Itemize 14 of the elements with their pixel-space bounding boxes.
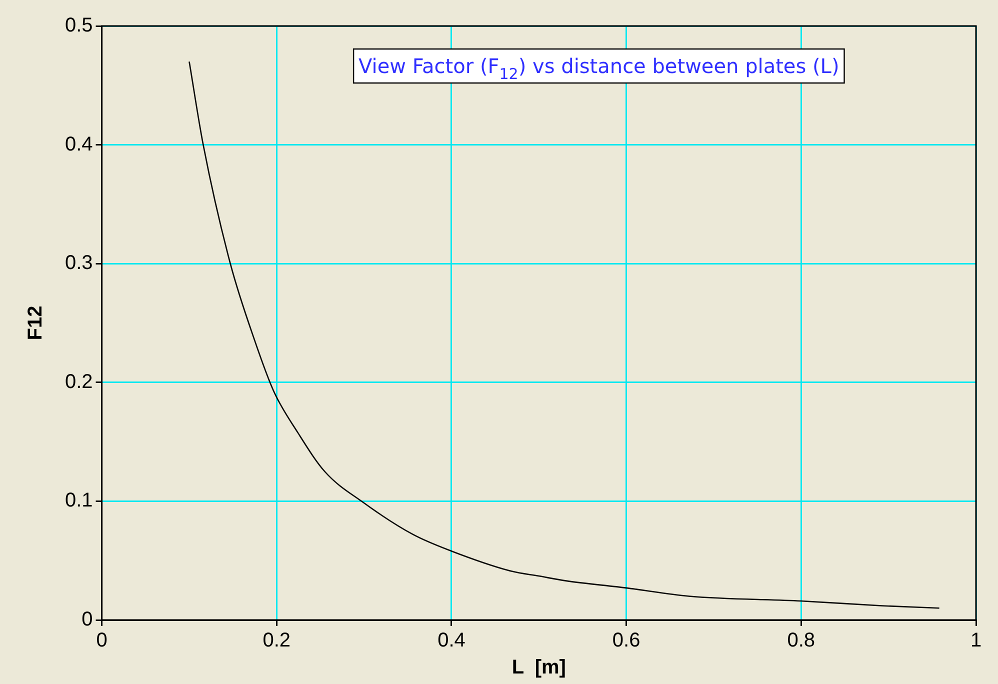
x-tick-label: 0 [96,630,108,652]
y-tick-label: 0.1 [64,490,93,512]
y-tick-label: 0.3 [64,252,93,274]
y-tick-label: 0 [82,608,93,631]
x-tick-label: 0.2 [262,630,291,652]
x-tick-label: 0.6 [612,630,640,652]
y-tick-label: 0.2 [64,370,93,393]
x-tick-label: 0.4 [438,630,466,652]
y-tick-label: 0.5 [64,14,93,37]
x-tick-label: 1 [970,630,982,652]
y-axis-title: F12 [24,306,47,340]
x-tick-label: 0.8 [787,630,816,652]
x-axis-title: L [m] [512,656,566,679]
y-tick-label: 0.4 [64,133,93,156]
